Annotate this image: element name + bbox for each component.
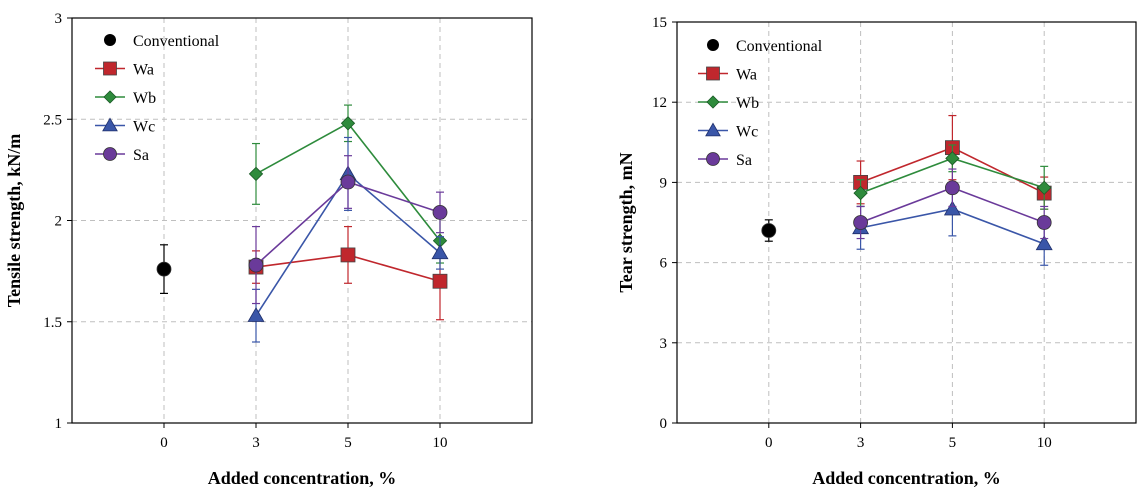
legend-marker (706, 95, 720, 109)
y-tick-label: 1 (55, 416, 63, 432)
legend-label: Sa (133, 147, 149, 164)
data-point-wc (431, 244, 449, 260)
y-tick-label: 1.5 (43, 315, 62, 331)
series-wa (248, 225, 448, 321)
y-tick-label: 3 (55, 11, 63, 27)
series-conventional (156, 244, 172, 294)
legend-label: Sa (736, 152, 752, 169)
data-point-sa (1036, 215, 1052, 230)
x-tick-label: 0 (160, 435, 168, 451)
y-tick-label: 6 (660, 256, 668, 272)
x-tick-label: 5 (344, 435, 352, 451)
x-axis-title: Added concentration, % (208, 468, 397, 488)
legend-marker (705, 122, 721, 137)
data-point-wc (1035, 235, 1053, 251)
data-point-wc (943, 200, 961, 216)
legend-label: Conventional (736, 38, 823, 55)
data-point-sa (945, 180, 960, 196)
y-tick-label: 0 (660, 416, 668, 432)
x-tick-label: 10 (433, 435, 448, 451)
y-axis-title: Tensile strength, kN/m (4, 134, 24, 308)
series-wb (853, 144, 1052, 210)
data-point-sa (248, 257, 264, 273)
x-tick-label: 3 (252, 435, 260, 451)
data-point-wa (432, 273, 448, 289)
data-point-sa (432, 204, 448, 220)
legend-marker (706, 66, 720, 81)
data-point-wb (1037, 180, 1052, 195)
data-point-sa (340, 174, 356, 190)
legend-marker (707, 39, 719, 51)
legend-label: Wa (133, 62, 154, 79)
x-tick-label: 5 (949, 435, 957, 451)
data-point-wc (247, 307, 265, 322)
y-tick-label: 9 (660, 175, 668, 191)
y-tick-label: 12 (652, 95, 667, 111)
series-sa (853, 168, 1052, 240)
data-point-wb (853, 185, 868, 201)
legend-marker (103, 147, 117, 161)
y-axis-title: Tear strength, mN (616, 152, 636, 292)
data-point-conventional (156, 261, 172, 277)
legend-label: Wc (736, 124, 758, 141)
data-point-conventional (761, 223, 777, 238)
legend-label: Wc (133, 119, 155, 136)
data-point-wb (945, 151, 960, 166)
y-tick-label: 2.5 (43, 112, 62, 128)
legend: Conventional Wa Wb Wc Sa (698, 38, 823, 169)
legend-label: Conventional (133, 33, 220, 50)
y-tick-label: 15 (652, 15, 667, 31)
y-tick-label: 3 (660, 336, 668, 352)
legend-label: Wa (736, 67, 757, 84)
plot-frame (676, 21, 1137, 424)
legend: Conventional Wa Wb Wc Sa (95, 33, 220, 164)
series-sa (248, 155, 448, 305)
chart-panel-2: 0 3 6 9 12 15 0 3 5 10 Added concentration, % Tear … (616, 15, 1137, 488)
data-point-wb (248, 166, 264, 182)
series-conventional (761, 219, 777, 242)
x-axis-title: Added concentration, % (812, 468, 1001, 488)
x-tick-label: 10 (1037, 435, 1052, 451)
legend-label: Wb (133, 90, 156, 107)
y-tick-label: 2 (55, 214, 63, 230)
data-point-wb (340, 116, 356, 131)
x-tick-label: 0 (765, 435, 773, 451)
chart-panel-1: 1 1.5 2 2.5 3 0 3 5 10 Added concentration, % Tens… (4, 11, 533, 488)
legend-marker (104, 34, 116, 46)
data-point-wa (340, 247, 356, 263)
legend-marker (706, 152, 720, 166)
legend-marker (102, 117, 118, 132)
x-tick-label: 3 (857, 435, 865, 451)
legend-label: Wb (736, 95, 759, 112)
legend-marker (103, 61, 117, 76)
data-point-sa (853, 215, 868, 230)
legend-marker (103, 90, 117, 104)
